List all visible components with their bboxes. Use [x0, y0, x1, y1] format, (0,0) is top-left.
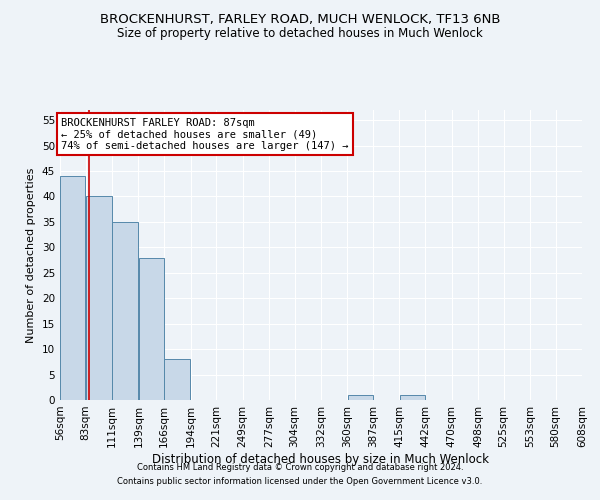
X-axis label: Distribution of detached houses by size in Much Wenlock: Distribution of detached houses by size … — [152, 452, 490, 466]
Bar — [112, 222, 138, 400]
Text: BROCKENHURST, FARLEY ROAD, MUCH WENLOCK, TF13 6NB: BROCKENHURST, FARLEY ROAD, MUCH WENLOCK,… — [100, 12, 500, 26]
Y-axis label: Number of detached properties: Number of detached properties — [26, 168, 37, 342]
Bar — [400, 395, 425, 400]
Bar — [348, 395, 373, 400]
Text: BROCKENHURST FARLEY ROAD: 87sqm
← 25% of detached houses are smaller (49)
74% of: BROCKENHURST FARLEY ROAD: 87sqm ← 25% of… — [61, 118, 349, 151]
Text: Size of property relative to detached houses in Much Wenlock: Size of property relative to detached ho… — [117, 28, 483, 40]
Bar — [164, 360, 190, 400]
Text: Contains HM Land Registry data © Crown copyright and database right 2024.: Contains HM Land Registry data © Crown c… — [137, 464, 463, 472]
Text: Contains public sector information licensed under the Open Government Licence v3: Contains public sector information licen… — [118, 477, 482, 486]
Bar — [86, 196, 112, 400]
Bar — [139, 258, 164, 400]
Bar — [61, 176, 85, 400]
